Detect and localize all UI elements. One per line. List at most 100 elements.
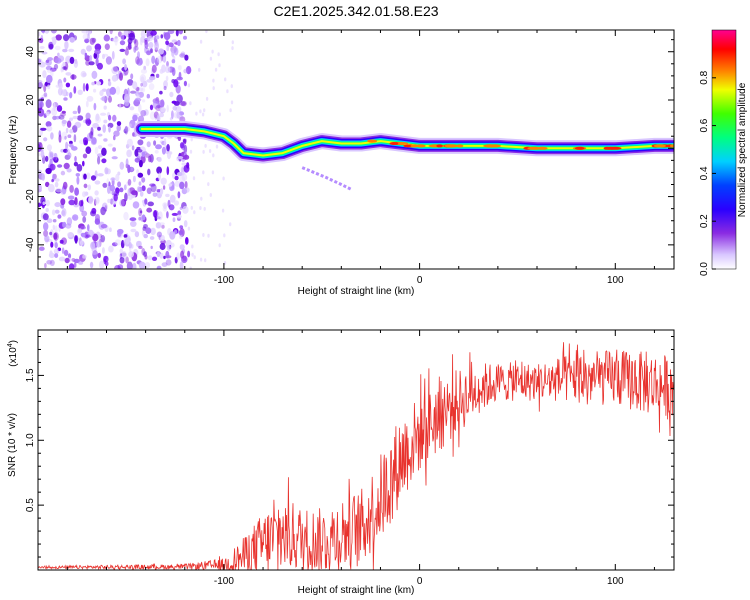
noise-speckle [130,167,134,171]
noise-speckle-sparse [207,233,210,238]
noise-speckle [85,118,88,125]
noise-speckle [58,134,62,143]
noise-speckle [182,138,187,143]
noise-speckle [112,66,119,72]
noise-speckle [165,75,169,82]
noise-speckle [163,80,168,89]
noise-speckle [166,46,170,51]
noise-speckle [87,119,92,125]
noise-speckle [92,250,98,259]
noise-speckle [45,208,49,212]
noise-speckle [140,68,148,74]
noise-speckle [138,216,142,221]
noise-speckle [64,40,69,50]
noise-speckle [177,65,182,71]
noise-speckle [141,214,146,221]
ridge-branch [301,166,352,191]
noise-speckle-sparse [191,252,194,257]
noise-speckle [176,76,183,81]
noise-speckle [172,217,176,222]
noise-speckle [69,144,74,148]
noise-speckle [179,53,186,58]
noise-speckle [145,227,152,234]
noise-speckle [82,153,88,159]
noise-speckle [156,231,162,238]
noise-speckle [71,74,75,80]
noise-speckle [69,56,75,64]
noise-speckle [124,192,128,202]
noise-speckle [107,81,112,87]
noise-speckle [91,70,98,79]
noise-speckle [141,151,146,157]
ridge-peak [574,146,585,150]
noise-speckle [118,103,122,109]
noise-speckle [155,144,162,150]
noise-speckle [119,187,124,193]
noise-speckle [53,152,58,161]
spectrogram-plot [38,30,674,269]
noise-speckle [131,190,138,196]
noise-speckle [60,198,66,206]
noise-speckle [94,49,101,55]
noise-speckle [136,94,140,99]
noise-speckle [91,250,98,255]
noise-speckle [114,239,122,246]
noise-speckle [85,234,91,238]
ridge-peak [444,144,456,148]
noise-speckle [158,211,163,221]
noise-speckle [158,222,165,226]
noise-speckle [144,198,148,205]
noise-speckle [66,148,70,155]
noise-speckle-sparse [204,258,207,263]
noise-speckle [115,187,120,194]
noise-speckle [65,127,69,134]
noise-speckle [108,114,112,121]
noise-speckle [151,256,158,261]
noise-speckle-sparse [203,206,206,211]
noise-speckle [117,228,124,235]
noise-speckle [143,65,147,71]
noise-speckle [87,229,94,238]
noise-speckle [123,237,130,246]
noise-speckle [45,59,50,63]
noise-speckle [101,95,109,102]
noise-speckle [123,234,128,238]
noise-speckle-sparse [218,112,221,117]
noise-speckle [168,42,174,47]
noise-speckle-sparse [218,243,221,248]
noise-speckle [101,147,107,156]
noise-speckle [57,87,63,96]
noise-speckle [64,135,67,140]
noise-speckle [85,60,91,66]
noise-speckle [92,233,99,242]
noise-speckle [69,140,73,145]
noise-speckle [48,43,54,50]
noise-speckle [128,242,132,249]
y-scale-multiplier: (x104) [7,340,19,367]
noise-speckle [90,175,97,181]
noise-speckle [38,152,41,157]
spectral-ridge [133,121,674,191]
noise-speckle [183,80,187,87]
noise-speckle [160,107,166,113]
noise-speckle [162,205,168,212]
bottom-plot-frame [37,329,675,571]
noise-speckle [160,188,164,195]
noise-speckle [94,196,100,205]
noise-speckle [67,232,74,238]
noise-speckle [123,184,127,191]
noise-speckle [129,106,135,111]
noise-speckle [163,32,171,41]
noise-speckle [136,58,143,66]
noise-speckle [46,260,53,265]
noise-speckle-sparse [202,149,205,154]
noise-speckle [165,40,170,46]
noise-speckle [55,34,62,41]
ridge-peak [410,144,419,148]
noise-speckle [173,200,180,206]
noise-speckle [126,261,133,269]
noise-speckle [184,181,188,189]
noise-speckle [54,178,60,182]
noise-speckle [163,138,167,147]
noise-speckle [158,48,165,55]
